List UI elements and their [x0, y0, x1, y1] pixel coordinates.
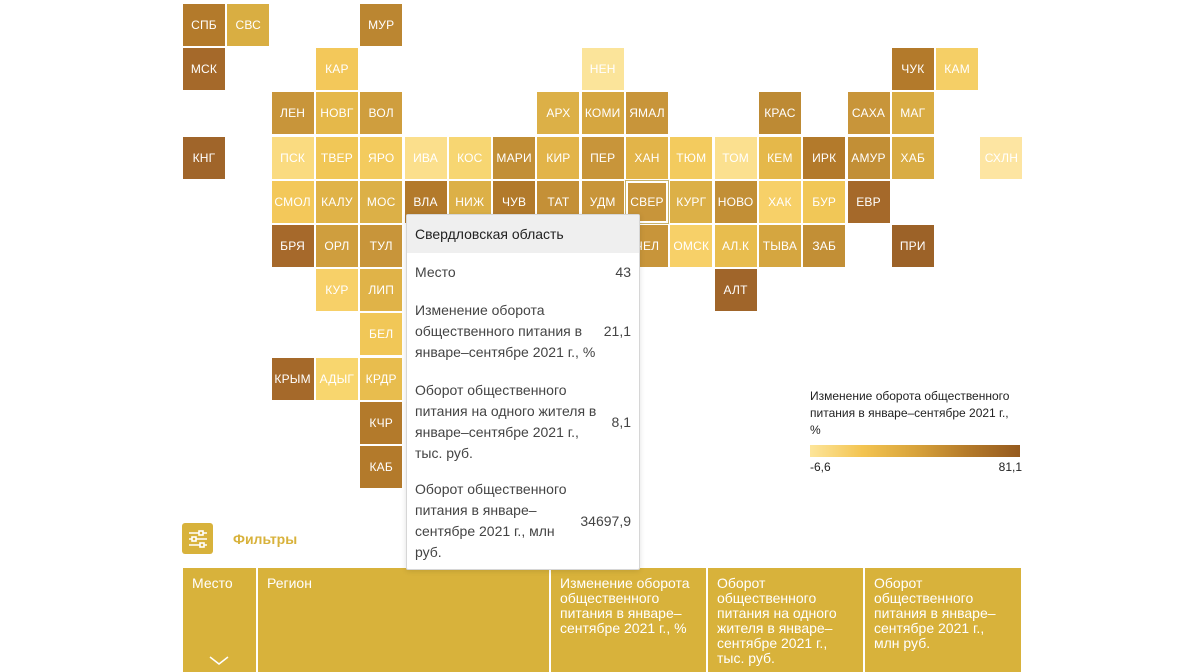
- column-header-label: Изменение оборота общественного питания …: [560, 575, 690, 636]
- region-tile[interactable]: БУР: [803, 180, 846, 223]
- region-tile[interactable]: ХАН: [626, 136, 668, 179]
- region-tile[interactable]: КРЫМ: [271, 357, 314, 400]
- region-tile[interactable]: КУР: [315, 269, 358, 312]
- region-tile[interactable]: ЕВР: [847, 180, 890, 223]
- region-tile[interactable]: НЕН: [581, 48, 624, 91]
- filters-button[interactable]: [182, 523, 213, 554]
- region-tile[interactable]: НОВО: [714, 180, 757, 223]
- column-header-label: Место: [192, 575, 233, 591]
- table-header: Место Регион Изменение оборота обществен…: [183, 568, 1021, 672]
- filters-label[interactable]: Фильтры: [233, 530, 298, 547]
- region-tile[interactable]: ОМСК: [670, 225, 713, 267]
- sliders-icon: [188, 529, 207, 548]
- tooltip-row-value: 43: [615, 263, 631, 280]
- legend-scale: -6,6 81,1: [810, 460, 1022, 474]
- legend-min: -6,6: [810, 460, 831, 474]
- region-tile[interactable]: БРЯ: [271, 225, 314, 267]
- column-header-per-capita[interactable]: Оборот общественного питания на одного ж…: [708, 568, 863, 672]
- legend-max: 81,1: [998, 460, 1022, 474]
- region-tile[interactable]: КРАС: [758, 92, 801, 135]
- region-tooltip: Свердловская область Место 43 Изменение …: [406, 214, 640, 570]
- region-tile[interactable]: ЧУК: [891, 48, 934, 91]
- region-tile[interactable]: АЛ.К: [714, 225, 757, 267]
- region-tile[interactable]: ТЮМ: [670, 136, 713, 179]
- tooltip-row-label: Место: [415, 263, 456, 280]
- region-tile[interactable]: КЧР: [360, 401, 403, 444]
- region-tile[interactable]: КУРГ: [670, 180, 713, 223]
- region-tile[interactable]: КРДР: [360, 357, 403, 400]
- region-tile[interactable]: ПСК: [271, 136, 314, 179]
- tooltip-row-label: Оборот общественного питания в январе–се…: [415, 481, 567, 560]
- region-tile[interactable]: СВС: [227, 4, 270, 46]
- legend-gradient-bar: [810, 445, 1020, 457]
- region-tile[interactable]: ИРК: [803, 136, 846, 179]
- tooltip-row-turnover: Оборот общественного питания в январе–се…: [407, 473, 639, 569]
- region-tile[interactable]: БЕЛ: [360, 313, 403, 356]
- region-tile[interactable]: КНГ: [183, 136, 225, 179]
- region-tile[interactable]: ТВЕР: [315, 136, 358, 179]
- column-header-label: Регион: [267, 575, 312, 591]
- region-tile[interactable]: МСК: [183, 48, 225, 91]
- region-tile[interactable]: ЛЕН: [271, 92, 314, 135]
- region-tile[interactable]: МОС: [360, 180, 403, 223]
- region-tile[interactable]: КАР: [315, 48, 358, 91]
- region-tile[interactable]: МАГ: [891, 92, 934, 135]
- column-header-change[interactable]: Изменение оборота общественного питания …: [551, 568, 706, 672]
- region-tile[interactable]: КОМИ: [581, 92, 624, 135]
- tooltip-row-change: Изменение оборота общественного питания …: [407, 291, 639, 371]
- region-tile[interactable]: АМУР: [847, 136, 890, 179]
- legend-title: Изменение оборота общественного питания …: [810, 389, 1010, 437]
- tooltip-row-per-capita: Оборот общественного питания на одного ж…: [407, 371, 639, 473]
- region-tile[interactable]: КИР: [537, 136, 580, 179]
- region-tile[interactable]: ИВА: [404, 136, 447, 179]
- region-tile-map: СПБ СВС МУР МСК КАР НЕН ЧУК КАМ ЛЕН НОВГ ВОЛ АРХ КОМ…: [183, 4, 1023, 488]
- tooltip-row-rank: Место 43: [407, 253, 639, 291]
- region-tile[interactable]: САХА: [847, 92, 890, 135]
- region-tile[interactable]: КАБ: [360, 446, 403, 488]
- region-tile[interactable]: КАЛУ: [315, 180, 358, 223]
- tooltip-title: Свердловская область: [407, 215, 639, 253]
- region-tile[interactable]: КЕМ: [758, 136, 801, 179]
- tooltip-row-value: 34697,9: [580, 512, 631, 529]
- region-tile[interactable]: ОРЛ: [315, 225, 358, 267]
- region-tile[interactable]: АЛТ: [714, 269, 757, 312]
- color-legend: Изменение оборота общественного питания …: [810, 388, 1022, 474]
- region-tile[interactable]: ВОЛ: [360, 92, 403, 135]
- column-header-region[interactable]: Регион: [258, 568, 549, 672]
- column-header-turnover[interactable]: Оборот общественного питания в январе–се…: [865, 568, 1021, 672]
- tooltip-row-value: 21,1: [603, 322, 631, 339]
- region-tile[interactable]: ПРИ: [891, 225, 934, 267]
- region-tile[interactable]: ЯРО: [360, 136, 403, 179]
- region-tile[interactable]: ЗАБ: [803, 225, 846, 267]
- region-tile[interactable]: ХАК: [758, 180, 801, 223]
- column-header-rank[interactable]: Место: [183, 568, 256, 672]
- tooltip-row-label: Оборот общественного питания на одного ж…: [415, 382, 597, 461]
- tooltip-row-value: 8,1: [611, 413, 631, 430]
- region-tile[interactable]: АДЫГ: [315, 357, 358, 400]
- region-tile[interactable]: КОС: [448, 136, 491, 179]
- filters-toggle[interactable]: Фильтры: [182, 523, 297, 554]
- region-tile[interactable]: ТОМ: [714, 136, 757, 179]
- region-tile[interactable]: МУР: [360, 4, 403, 46]
- region-tile[interactable]: ЛИП: [360, 269, 403, 312]
- region-tile[interactable]: ЯМАЛ: [626, 92, 668, 135]
- column-header-label: Оборот общественного питания на одного ж…: [717, 575, 837, 666]
- region-tile[interactable]: ХАБ: [891, 136, 934, 179]
- region-tile[interactable]: КАМ: [936, 48, 979, 91]
- region-tile[interactable]: ТЫВА: [758, 225, 801, 267]
- column-header-label: Оборот общественного питания в январе–се…: [874, 575, 996, 651]
- region-tile[interactable]: СХЛН: [980, 136, 1023, 179]
- tooltip-row-label: Изменение оборота общественного питания …: [415, 301, 596, 360]
- region-tile[interactable]: АРХ: [537, 92, 580, 135]
- region-tile[interactable]: СМОЛ: [271, 180, 314, 223]
- region-tile[interactable]: ПЕР: [581, 136, 624, 179]
- chevron-down-icon[interactable]: [209, 656, 229, 666]
- region-tile[interactable]: НОВГ: [315, 92, 358, 135]
- region-tile[interactable]: ТУЛ: [360, 225, 403, 267]
- region-tile[interactable]: СПБ: [183, 4, 225, 46]
- region-tile[interactable]: МАРИ: [493, 136, 536, 179]
